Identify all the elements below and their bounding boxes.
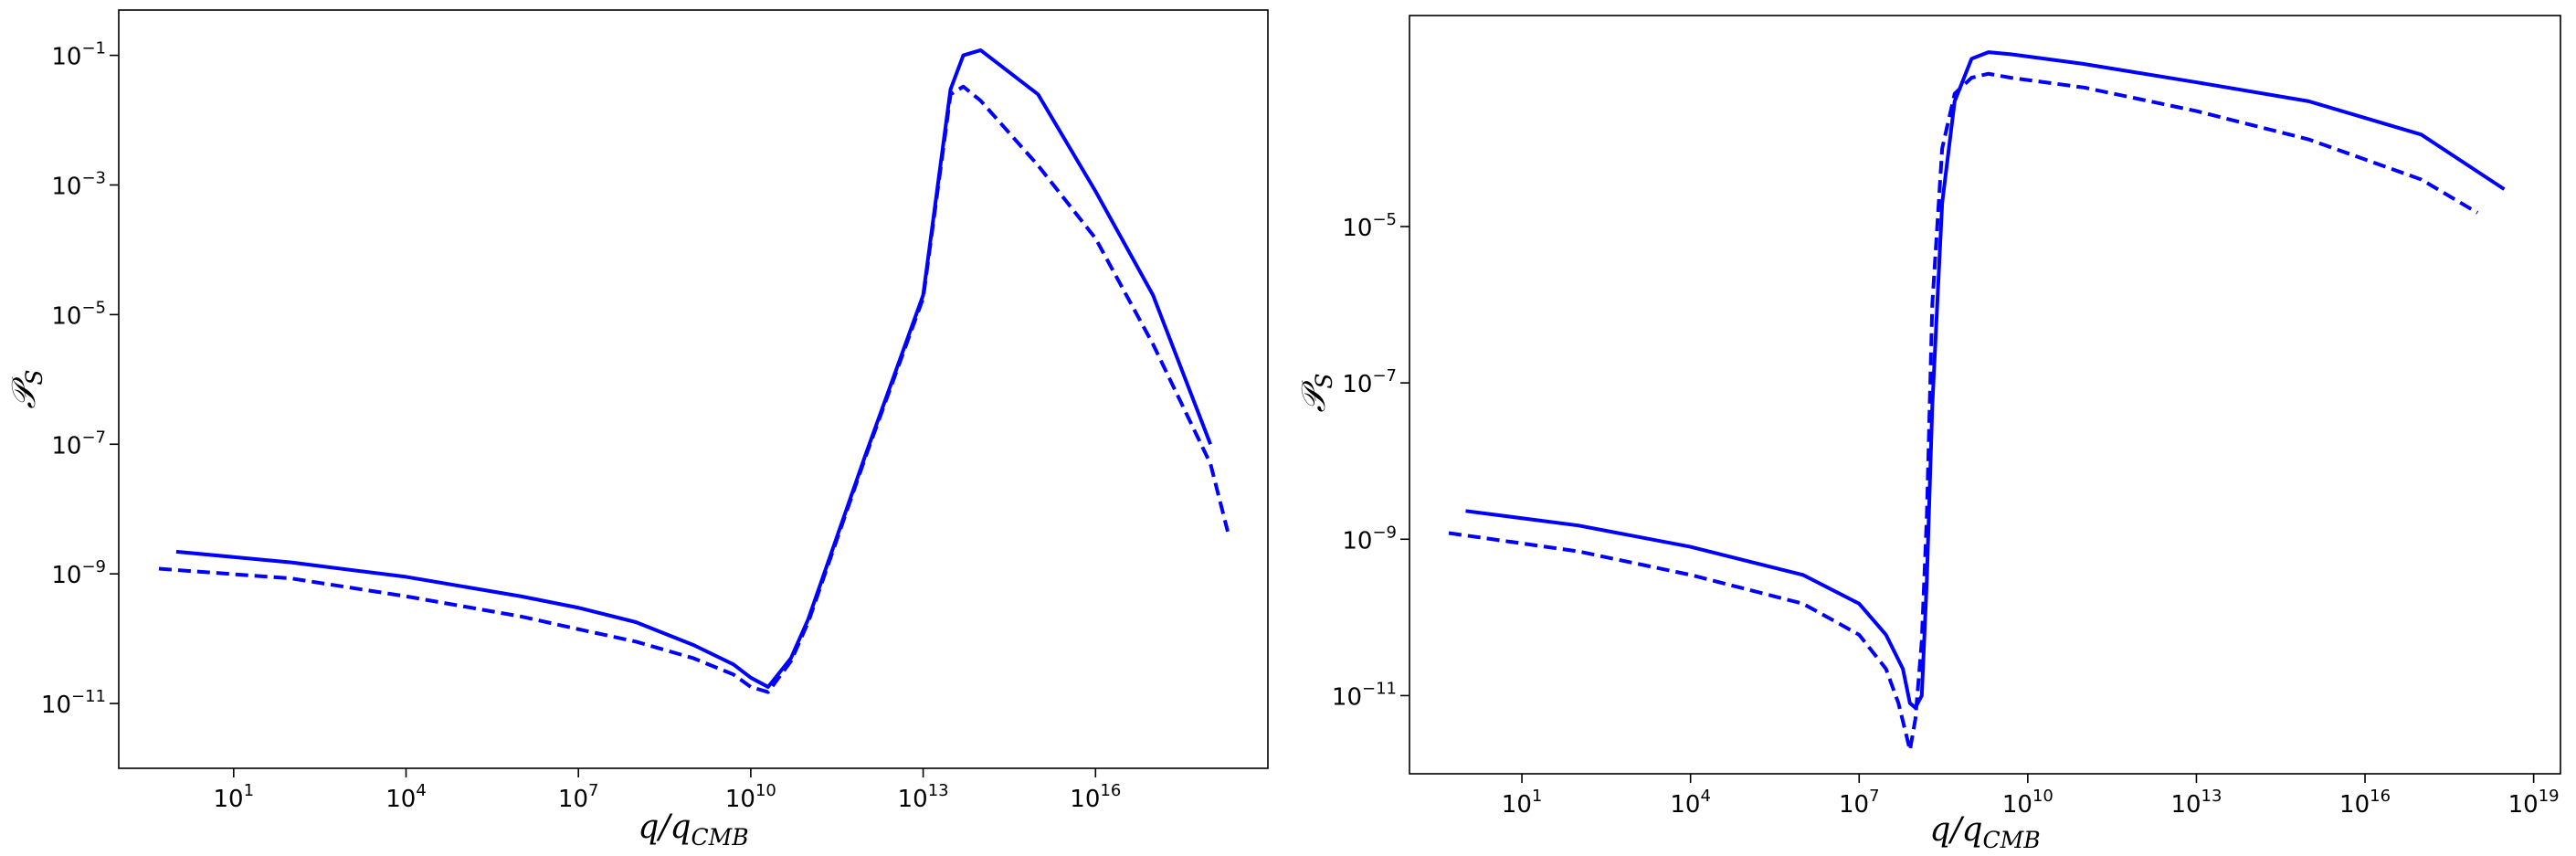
left-x-tick-label: 107 xyxy=(558,781,599,813)
left-y-tick-label: 10−11 xyxy=(41,687,106,719)
left-y-tick-label: 10−1 xyxy=(51,39,106,71)
right-chart-panel: 101 104 107 1010 1013 1016 1019 10−1110−910−71… xyxy=(1295,15,2561,853)
right-x-tick-label: 104 xyxy=(1670,787,1711,819)
right-plot-frame xyxy=(1409,15,2561,775)
left-x-axis-label: q/qCMB xyxy=(638,808,748,851)
left-x-tick-label: 101 xyxy=(214,781,255,813)
right-y-tick-label: 10−7 xyxy=(1342,366,1397,398)
left-y-tick-label: 10−7 xyxy=(51,428,106,460)
right-y-tick-layer: 10−11 10−9 10−7 10−5 xyxy=(1332,210,1409,711)
right-y-axis-label: 𝒫S xyxy=(1295,373,1337,412)
right-y-tick-label: 10−11 xyxy=(1332,679,1397,711)
right-series-layer xyxy=(1448,50,2506,753)
left-x-tick-label: 1016 xyxy=(1070,781,1121,813)
right-x-tick-label: 1019 xyxy=(2508,787,2560,819)
left-plot-frame xyxy=(118,9,1269,769)
left-series-solid-line xyxy=(175,48,1212,689)
left-y-tick-label: 10−3 xyxy=(51,168,106,200)
left-x-tick-layer: 101 104 107 1010 1013 1016 xyxy=(214,768,1121,813)
right-series-solid-line xyxy=(1465,50,2506,710)
left-x-tick-label: 104 xyxy=(385,781,427,813)
right-x-tick-label: 101 xyxy=(1502,787,1543,819)
left-x-tick-label: 1013 xyxy=(898,781,949,813)
right-x-tick-layer: 101 104 107 1010 1013 1016 1019 xyxy=(1502,774,2560,819)
left-chart-panel: 101 104 107 1010 1013 1016 10−1110−910−710−51… xyxy=(5,9,1269,851)
left-x-tick-label: 1010 xyxy=(725,781,776,813)
right-x-tick-label: 107 xyxy=(1839,787,1880,819)
right-y-tick-label: 10−5 xyxy=(1342,210,1397,242)
right-x-tick-label: 1013 xyxy=(2170,787,2222,819)
left-y-tick-label: 10−5 xyxy=(51,298,106,330)
right-y-tick-label: 10−9 xyxy=(1342,523,1397,555)
right-x-tick-label: 1016 xyxy=(2339,787,2391,819)
left-series-dashed-line xyxy=(158,84,1230,694)
left-y-tick-label: 10−9 xyxy=(51,557,106,589)
left-series-layer xyxy=(158,48,1230,694)
left-y-tick-layer: 10−11 10−9 10−7 10−5 10−3 10−1 xyxy=(41,39,119,719)
right-x-axis-label: q/qCMB xyxy=(1929,811,2040,853)
right-x-tick-label: 1010 xyxy=(2002,787,2053,819)
right-series-dashed-line xyxy=(1448,71,2479,753)
